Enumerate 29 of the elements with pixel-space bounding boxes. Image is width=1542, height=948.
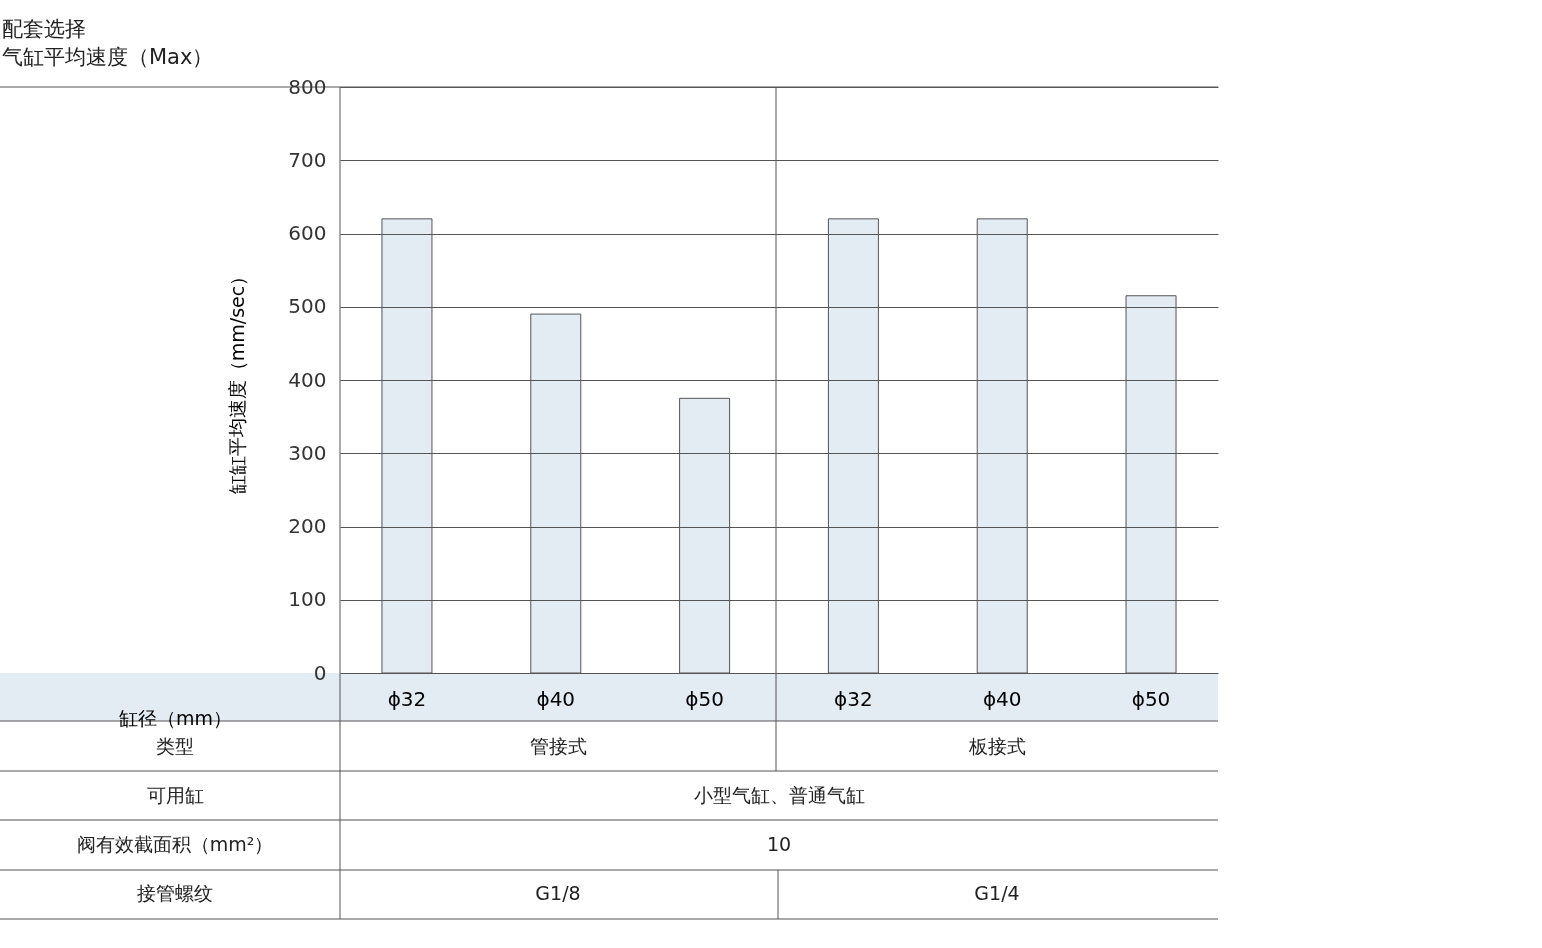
- x-tick-label: ϕ50: [685, 686, 724, 711]
- y-tick-label: 400: [288, 367, 327, 392]
- text: 气缸平均速度（Max）: [2, 45, 214, 69]
- text: 板接式: [967, 735, 1026, 757]
- x-tick-label: ϕ32: [834, 686, 873, 711]
- y-tick-label: 800: [288, 74, 327, 99]
- text: G1/8: [535, 882, 581, 904]
- x-tick-label: ϕ40: [536, 686, 576, 711]
- text: 配套选择: [2, 17, 86, 41]
- y-tick-label: 0: [313, 660, 327, 685]
- text: 接管螺纹: [137, 882, 213, 904]
- text: G1/4: [974, 882, 1020, 904]
- text: 类型: [156, 735, 194, 757]
- y-tick-label: 500: [288, 294, 327, 319]
- text: 可用缸: [146, 784, 204, 806]
- y-tick-label: 200: [288, 514, 327, 538]
- text: 10: [766, 833, 792, 855]
- text: 管接式: [529, 735, 587, 757]
- x-tick-label: ϕ40: [982, 686, 1022, 711]
- y-tick-label: 600: [288, 221, 327, 245]
- text: 阀有效截面积（mm²）: [76, 833, 274, 855]
- x-tick-label: ϕ50: [1131, 686, 1171, 711]
- y-tick-label: 700: [288, 147, 327, 172]
- y-tick-label: 300: [288, 440, 327, 465]
- text: 小型气缸、普通气缸: [693, 784, 865, 806]
- x-axis-title: 缸径（mm）: [118, 706, 233, 729]
- y-tick-label: 100: [288, 587, 327, 612]
- y-axis-title: 缸缸平均速度（mm/sec）: [226, 266, 249, 495]
- x-tick-label: ϕ32: [387, 686, 427, 711]
